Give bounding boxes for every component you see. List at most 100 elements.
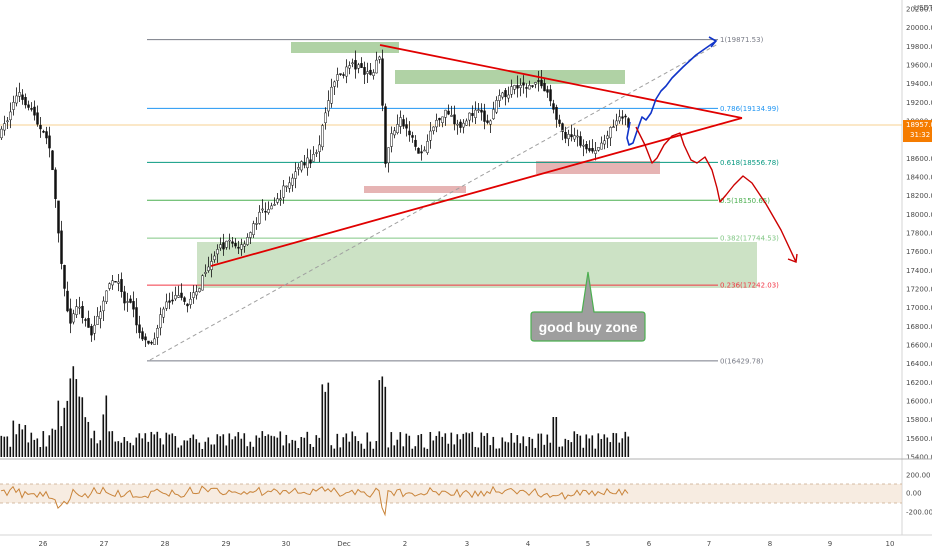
price-tick-label: 18000.00 — [906, 211, 932, 219]
candle-body — [459, 121, 462, 128]
candle-body — [387, 147, 390, 164]
candle-body — [327, 100, 330, 112]
candle-body — [411, 135, 414, 138]
volume-bar — [489, 445, 492, 457]
volume-bar — [39, 447, 42, 457]
volume-bar — [417, 435, 420, 457]
candle-body — [237, 246, 240, 249]
volume-bar — [258, 437, 261, 457]
volume-bar — [111, 431, 114, 457]
osc-tick-label: -200.00 — [906, 509, 932, 517]
candle-body — [96, 316, 99, 325]
volume-bar — [531, 438, 534, 457]
candle-body — [501, 92, 504, 98]
candle-body — [159, 314, 162, 329]
volume-bar — [183, 440, 186, 457]
annotation-bubble — [530, 271, 646, 342]
volume-bar — [483, 435, 486, 457]
candle-body — [513, 85, 516, 90]
candle-body — [414, 139, 417, 147]
volume-bar — [543, 444, 546, 457]
candle-body — [54, 169, 57, 200]
candle-body — [477, 109, 480, 111]
candle-body — [234, 243, 237, 247]
candle-body — [204, 272, 207, 274]
candle-body — [588, 148, 591, 151]
candle-body — [279, 198, 282, 200]
candle-body — [270, 205, 273, 210]
candle-body — [63, 264, 66, 289]
candle-body — [579, 136, 582, 146]
osc-tick-label: 0.00 — [906, 490, 922, 498]
candle-body — [567, 134, 570, 140]
candle-body — [309, 159, 312, 164]
candle-body — [597, 147, 600, 151]
volume-bar — [126, 441, 129, 457]
price-tick-label: 19200.00 — [906, 99, 932, 107]
candle-body — [558, 119, 561, 124]
volume-bar — [168, 434, 171, 457]
volume-bars — [0, 366, 630, 457]
volume-bar — [213, 444, 216, 457]
volume-bar — [465, 432, 468, 457]
candle-body — [549, 89, 552, 102]
volume-bar — [3, 436, 6, 457]
candle-body — [264, 210, 267, 213]
volume-bar — [204, 441, 207, 457]
volume-bar — [612, 432, 615, 457]
volume-bar — [264, 435, 267, 457]
volume-bar — [27, 442, 30, 457]
candle-body — [219, 244, 222, 249]
volume-bar — [432, 440, 435, 457]
candle-body — [231, 241, 234, 244]
volume-bar — [516, 435, 519, 457]
candle-body — [465, 120, 468, 126]
candle-body — [369, 69, 372, 75]
price-tick-label: 20000.00 — [906, 24, 932, 32]
volume-bar — [129, 442, 132, 457]
volume-bar — [93, 430, 96, 457]
volume-bar — [69, 378, 72, 457]
volume-bar — [387, 447, 390, 457]
volume-bar — [102, 414, 105, 457]
candle-body — [384, 106, 387, 164]
time-axis[interactable]: 26 27 28 29 30 Dec 2 3 4 5 6 7 8 9 10 — [39, 540, 895, 548]
candle-body — [525, 87, 528, 89]
oscillator-axis: 200.00 0.00 -200.00 — [906, 472, 932, 517]
volume-bar — [252, 446, 255, 457]
candle-body — [198, 288, 201, 293]
candle-body — [522, 82, 525, 86]
fib-retracement[interactable]: 1(19871.53) 0.786(19134.99) 0.618(18556.78… — [147, 36, 779, 365]
volume-bar — [132, 445, 135, 457]
volume-bar — [393, 445, 396, 457]
volume-bar — [573, 431, 576, 457]
candle-body — [438, 117, 441, 121]
time-tick-label: 29 — [222, 540, 231, 548]
price-tick-label: 18600.00 — [906, 155, 932, 163]
volume-bar — [534, 447, 537, 457]
volume-bar — [147, 441, 150, 457]
volume-bar — [144, 433, 147, 457]
price-axis[interactable]: 20200.00 20000.00 19800.00 19600.00 19400.00… — [906, 6, 932, 462]
candle-body — [456, 123, 459, 126]
volume-bar — [162, 444, 165, 457]
volume-bar — [342, 437, 345, 457]
candle-body — [609, 127, 612, 139]
candle-body — [381, 58, 384, 106]
bullish-projection-path — [626, 40, 717, 146]
osc-tick-label: 200.00 — [906, 472, 931, 480]
volume-bar — [198, 442, 201, 457]
candle-body — [480, 109, 483, 113]
candle-body — [267, 209, 270, 213]
candle-body — [474, 109, 477, 118]
volume-bar — [63, 407, 66, 457]
volume-bar — [279, 431, 282, 457]
volume-bar — [120, 442, 123, 457]
volume-bar — [54, 429, 57, 457]
candle-body — [483, 110, 486, 122]
candle-body — [318, 144, 321, 152]
volume-bar — [12, 420, 15, 457]
volume-bar — [57, 400, 60, 457]
